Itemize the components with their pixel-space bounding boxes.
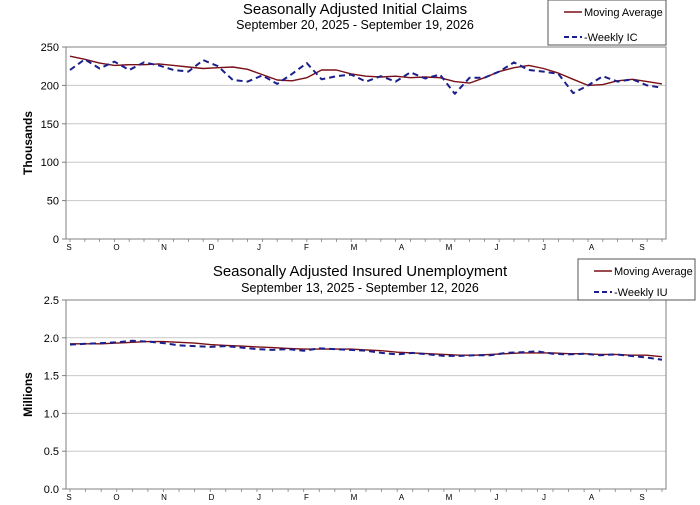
legend: Moving Average -Weekly IC [547,0,667,46]
x-tick-label: A [399,243,405,252]
x-tick-label: J [257,493,261,502]
x-tick-label: A [589,243,595,252]
legend-entry: Moving Average [584,7,663,19]
moving-average-series-line [69,55,663,87]
x-tick-label: J [495,493,499,502]
plot-frame [65,299,667,490]
x-tick-label: O [113,243,119,252]
x-tick-label: S [639,243,644,252]
chart-subtitle: September 20, 2025 - September 19, 2026 [236,18,474,32]
x-tick-label: A [399,493,405,502]
y-tick-label: 0 [53,234,59,246]
x-tick-label: O [113,493,119,502]
x-tick-label: M [446,493,453,502]
x-tick-label: D [209,243,215,252]
x-tick-label: N [161,493,167,502]
legend-entry: Moving Average [614,266,693,278]
y-tick-label: 0.5 [44,446,59,458]
y-tick-label: 250 [41,42,59,54]
x-tick-label: J [542,493,546,502]
x-tick-label: F [304,493,309,502]
y-tick-label: 1.0 [44,408,59,420]
weekly-series-line [69,58,663,95]
y-tick-label: 1.5 [44,371,59,383]
y-tick-label: 2.0 [44,333,59,345]
x-tick-label: M [446,243,453,252]
x-tick-label: N [161,243,167,252]
legend: Moving Average -Weekly IU [577,258,696,301]
x-tick-label: A [589,493,595,502]
legend-entry: -Weekly IU [614,287,668,299]
chart-1: Seasonally Adjusted Initial ClaimsSeptem… [21,0,667,252]
x-tick-label: S [66,243,71,252]
y-axis-label: Thousands [21,111,35,175]
x-tick-label: M [351,493,358,502]
x-tick-label: S [639,493,644,502]
x-tick-label: J [542,243,546,252]
x-tick-label: J [495,243,499,252]
x-tick-label: D [209,493,215,502]
weekly-series-line [69,339,663,361]
x-tick-label: M [351,243,358,252]
x-tick-label: J [257,243,261,252]
legend-box [577,258,696,301]
y-tick-label: 150 [41,119,59,131]
y-tick-label: 100 [41,157,59,169]
chart-title: Seasonally Adjusted Initial Claims [243,1,467,18]
y-tick-label: 2.5 [44,295,59,307]
y-axis-label: Millions [21,372,35,417]
x-tick-label: S [66,493,71,502]
y-tick-label: 0.0 [44,484,59,496]
chart-2: Seasonally Adjusted Insured Unemployment… [21,258,696,502]
legend-entry: -Weekly IC [584,32,638,44]
chart-subtitle: September 13, 2025 - September 12, 2026 [241,281,479,295]
y-tick-label: 200 [41,80,59,92]
y-tick-label: 50 [47,196,59,208]
x-tick-label: F [304,243,309,252]
chart-title: Seasonally Adjusted Insured Unemployment [213,263,508,280]
